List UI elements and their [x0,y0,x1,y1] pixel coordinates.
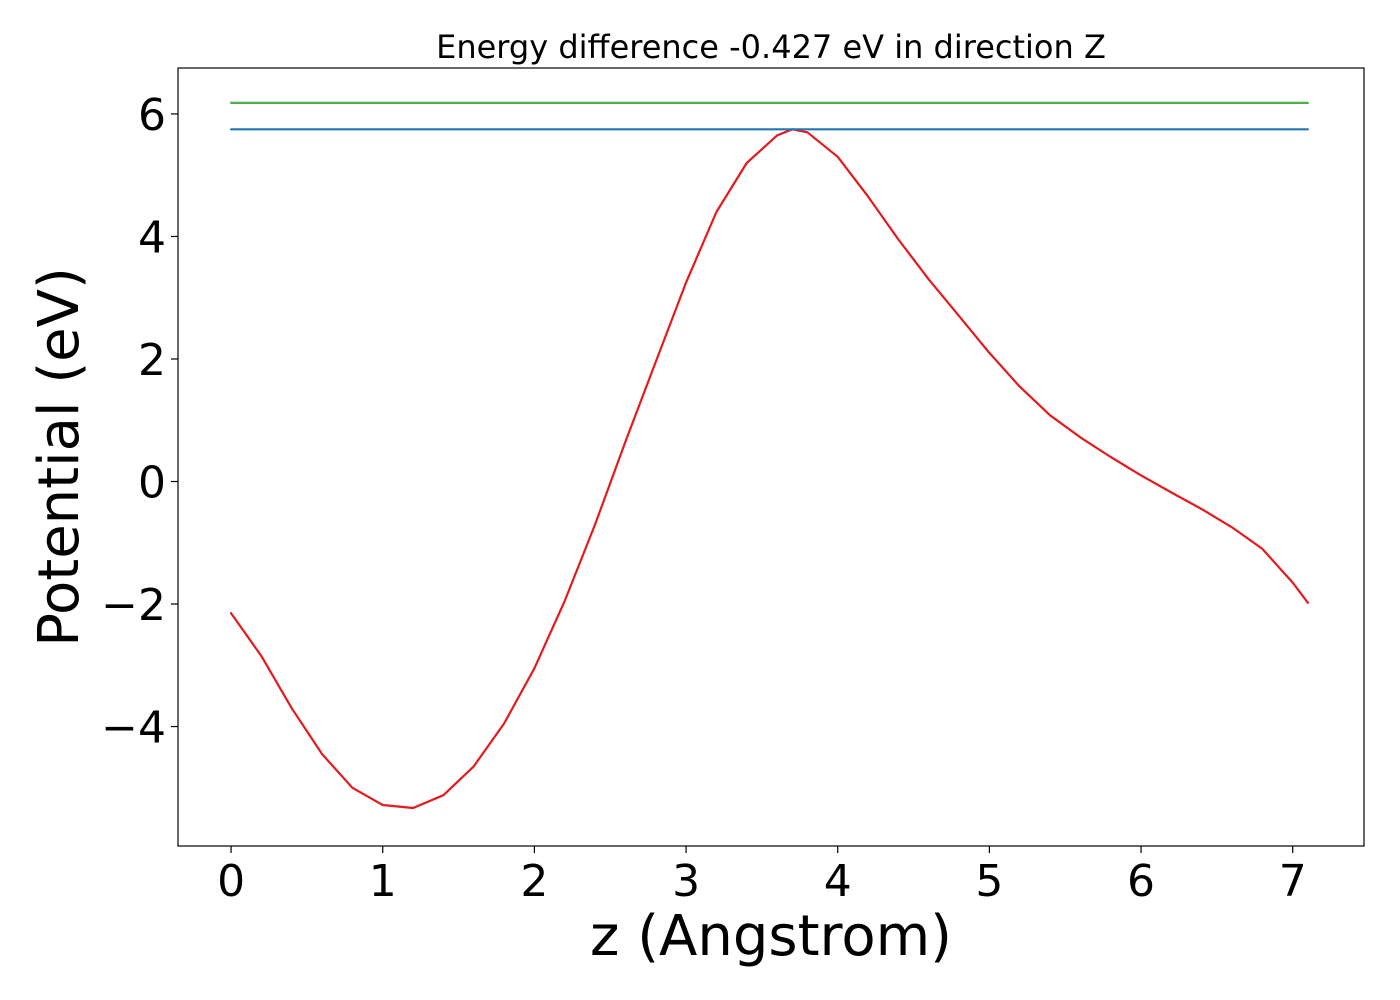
plot-lines [230,101,1310,810]
x-tick-label: 6 [1127,856,1155,907]
x-tick-label: 1 [369,856,397,907]
y-axis-label: Potential (eV) [27,267,92,647]
x-tick-label: 3 [672,856,700,907]
x-tick-label: 5 [975,856,1003,907]
x-axis-label: z (Angstrom) [590,904,952,969]
x-axis-ticks: 0 1 2 3 4 5 6 7 [217,846,1307,907]
y-tick-label: 2 [138,335,166,386]
x-tick-label: 0 [217,856,245,907]
series-line-0 [230,128,1310,810]
x-tick-label: 4 [824,856,852,907]
y-tick-label: 6 [138,90,166,141]
x-tick-label: 7 [1279,856,1307,907]
y-tick-label: −4 [101,703,166,754]
x-tick-label: 2 [520,856,548,907]
y-tick-label: 0 [138,458,166,509]
chart-title: Energy difference -0.427 eV in direction… [436,28,1106,66]
y-tick-label: −2 [101,580,166,631]
y-axis-ticks: −4 −2 0 2 4 6 [101,90,178,754]
y-tick-label: 4 [138,212,166,263]
plot-frame [177,67,1365,847]
